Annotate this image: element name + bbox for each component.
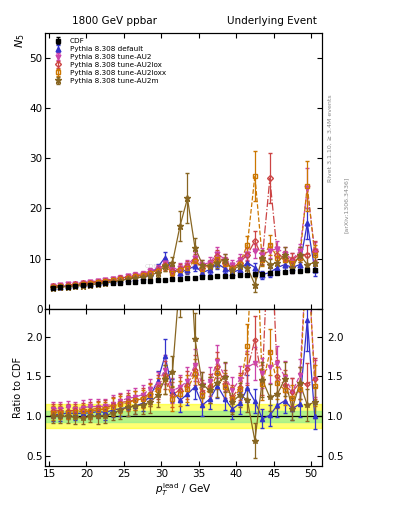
Text: [arXiv:1306.3436]: [arXiv:1306.3436] xyxy=(344,177,349,233)
Text: 1800 GeV ppbar: 1800 GeV ppbar xyxy=(72,16,157,27)
Text: CDF_2001_04756829: CDF_2001_04756829 xyxy=(145,263,211,269)
X-axis label: $p_T^{\rm lead}$ / GeV: $p_T^{\rm lead}$ / GeV xyxy=(156,481,212,498)
Bar xyxy=(45,411,322,421)
Text: Underlying Event: Underlying Event xyxy=(228,16,317,27)
Legend: CDF, Pythia 8.308 default, Pythia 8.308 tune-AU2, Pythia 8.308 tune-AU2lox, Pyth: CDF, Pythia 8.308 default, Pythia 8.308 … xyxy=(49,37,167,85)
Text: Rivet 3.1.10, ≥ 3.4M events: Rivet 3.1.10, ≥ 3.4M events xyxy=(328,94,333,182)
Y-axis label: Ratio to CDF: Ratio to CDF xyxy=(13,357,23,418)
Y-axis label: $N_5$: $N_5$ xyxy=(13,33,26,48)
Bar xyxy=(45,404,322,429)
